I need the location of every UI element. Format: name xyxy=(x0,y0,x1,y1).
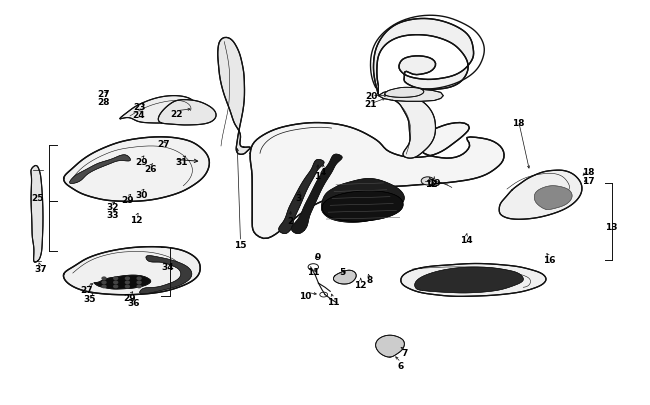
Circle shape xyxy=(137,281,141,284)
Polygon shape xyxy=(385,88,424,98)
Text: 5: 5 xyxy=(339,267,346,276)
Text: 8: 8 xyxy=(366,276,372,285)
Circle shape xyxy=(125,286,129,288)
Text: 15: 15 xyxy=(234,241,247,249)
Text: 32: 32 xyxy=(106,203,119,212)
Text: 12: 12 xyxy=(354,280,367,289)
Text: 37: 37 xyxy=(34,265,47,274)
Polygon shape xyxy=(374,19,474,95)
Polygon shape xyxy=(279,160,324,234)
Polygon shape xyxy=(218,38,250,155)
Text: 16: 16 xyxy=(543,256,556,264)
Text: 24: 24 xyxy=(132,111,145,120)
Circle shape xyxy=(102,286,106,288)
Text: 33: 33 xyxy=(106,211,119,220)
Text: 36: 36 xyxy=(127,298,140,307)
Text: 11: 11 xyxy=(307,267,320,276)
Text: 18: 18 xyxy=(512,119,525,128)
Text: 6: 6 xyxy=(398,361,404,370)
Polygon shape xyxy=(64,137,209,202)
Text: 19: 19 xyxy=(428,179,441,188)
Text: 35: 35 xyxy=(83,294,96,303)
Text: 28: 28 xyxy=(97,98,110,107)
Polygon shape xyxy=(415,267,523,293)
Text: 30: 30 xyxy=(135,191,148,200)
Polygon shape xyxy=(291,155,342,234)
Polygon shape xyxy=(120,96,195,124)
Polygon shape xyxy=(31,166,43,262)
Text: 10: 10 xyxy=(299,291,312,300)
Text: 29: 29 xyxy=(124,293,136,302)
Text: 25: 25 xyxy=(31,193,44,202)
Circle shape xyxy=(102,277,106,280)
Circle shape xyxy=(137,277,141,280)
Text: 27: 27 xyxy=(80,285,93,294)
Text: 17: 17 xyxy=(582,177,595,186)
Circle shape xyxy=(114,277,118,280)
Text: 20: 20 xyxy=(365,92,378,101)
Text: 1: 1 xyxy=(314,172,320,181)
Circle shape xyxy=(137,286,141,288)
Text: 27: 27 xyxy=(97,90,110,98)
Polygon shape xyxy=(378,90,443,102)
Circle shape xyxy=(102,281,106,284)
Circle shape xyxy=(125,277,129,280)
Text: 26: 26 xyxy=(144,164,157,173)
Circle shape xyxy=(114,281,118,284)
Polygon shape xyxy=(385,94,436,159)
Polygon shape xyxy=(140,256,192,294)
Polygon shape xyxy=(250,123,504,239)
Text: 23: 23 xyxy=(133,103,146,112)
Text: 12: 12 xyxy=(130,215,143,224)
Polygon shape xyxy=(322,191,403,222)
Polygon shape xyxy=(64,247,200,295)
Polygon shape xyxy=(70,156,131,184)
Polygon shape xyxy=(376,335,404,357)
Text: 7: 7 xyxy=(401,348,408,357)
Text: 13: 13 xyxy=(604,222,617,231)
Circle shape xyxy=(125,281,129,284)
Text: 29: 29 xyxy=(135,158,148,166)
Text: 12: 12 xyxy=(424,180,437,189)
Text: 11: 11 xyxy=(326,297,339,306)
Text: 21: 21 xyxy=(364,100,377,109)
Polygon shape xyxy=(499,171,582,220)
Text: 29: 29 xyxy=(122,196,135,205)
Circle shape xyxy=(421,177,434,185)
Text: 34: 34 xyxy=(161,262,174,271)
Polygon shape xyxy=(94,275,151,289)
Polygon shape xyxy=(321,179,404,223)
Text: 27: 27 xyxy=(157,140,170,149)
Polygon shape xyxy=(534,186,572,210)
Polygon shape xyxy=(159,100,216,126)
Text: 9: 9 xyxy=(314,253,320,262)
Text: 22: 22 xyxy=(170,110,183,119)
Text: 14: 14 xyxy=(460,235,473,244)
Polygon shape xyxy=(333,271,356,284)
Text: 18: 18 xyxy=(582,168,595,177)
Text: 3: 3 xyxy=(296,194,302,203)
Polygon shape xyxy=(401,264,546,296)
Text: 31: 31 xyxy=(176,158,188,166)
Text: 2: 2 xyxy=(287,216,293,225)
Circle shape xyxy=(114,286,118,288)
Text: 4: 4 xyxy=(320,168,326,177)
